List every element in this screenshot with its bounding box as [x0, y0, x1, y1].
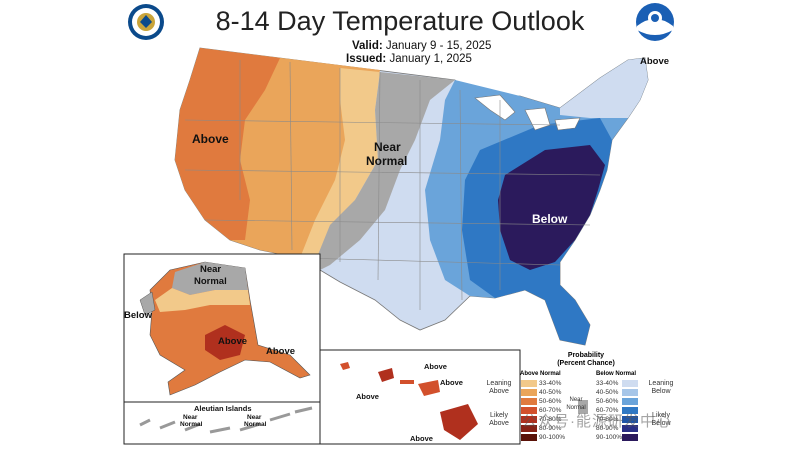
- legend-likely-below-2: Below: [651, 420, 671, 427]
- legend-below-range: 70-80%: [596, 416, 619, 423]
- ne-light-zone: [560, 58, 648, 118]
- label-alaska-above-se: Above: [266, 346, 296, 357]
- noaa-logo: [636, 3, 674, 41]
- legend-swatch-above: [521, 416, 537, 423]
- legend-above-range: 33-40%: [539, 380, 562, 387]
- label-alaska-near: Near: [200, 264, 222, 275]
- label-aleutian-normal-2: Normal: [244, 421, 267, 428]
- legend-leaning-below-2: Below: [651, 388, 671, 395]
- label-hawaii-above-3: Above: [356, 392, 379, 401]
- label-hawaii-above-2: Above: [440, 378, 463, 387]
- legend-below-head: Below Normal: [596, 371, 637, 377]
- red-orange-zone: [175, 48, 280, 240]
- doc-seal-logo: [128, 4, 164, 40]
- legend-above-range: 50-60%: [539, 398, 562, 405]
- label-above-northeast: Above: [640, 56, 670, 67]
- label-above-west: Above: [192, 132, 229, 146]
- watermark: 公众号·能源研发中心: [522, 413, 672, 430]
- legend-above-head: Above Normal: [520, 371, 561, 377]
- legend-leaning-below: Leaning Below: [644, 380, 678, 396]
- legend-likely-below: Likely Below: [644, 412, 678, 428]
- legend-swatch-above: [521, 425, 537, 432]
- legend-below-range: 60-70%: [596, 407, 619, 414]
- page-title: 8-14 Day Temperature Outlook: [215, 6, 585, 36]
- alaska-red-core: [205, 325, 245, 360]
- legend-leaning-above-1: Leaning: [486, 380, 512, 387]
- blue-80-zone: [498, 145, 605, 270]
- legend-below-range: 80-90%: [596, 425, 619, 432]
- label-aleutian-near-1: Near: [183, 414, 198, 421]
- legend-swatch-below: [622, 389, 638, 396]
- valid-label: Valid:: [352, 40, 383, 52]
- legend-likely-below-1: Likely: [652, 412, 670, 419]
- legend-swatch-above: [521, 398, 537, 405]
- aleutian-inset-frame: [123, 401, 321, 445]
- legend-leaning-below-1: Leaning: [648, 380, 674, 387]
- label-normal-plains: Normal: [366, 154, 408, 168]
- label-alaska-normal: Normal: [194, 276, 227, 287]
- legend-swatch-above: [521, 407, 537, 414]
- legend-swatch-below: [622, 407, 638, 414]
- legend-near-normal: Near Normal: [566, 396, 586, 412]
- hawaii-molokai: [400, 380, 414, 384]
- legend-above-range: 70-80%: [539, 416, 562, 423]
- legend-swatch-above: [521, 380, 537, 387]
- legend-leaning-above-2: Above: [489, 388, 509, 395]
- legend-below-range: 90-100%: [596, 434, 623, 441]
- hawaii-big-island: [440, 404, 478, 440]
- legend-swatch-below: [622, 416, 638, 423]
- legend-likely-above-1: Likely: [490, 412, 508, 419]
- label-hawaii-above-4: Above: [410, 434, 433, 443]
- alaska-near-normal: [172, 262, 248, 295]
- aleutian-chain: [139, 406, 313, 434]
- legend-near-1: Near: [569, 397, 583, 403]
- legend-below-range: 40-50%: [596, 389, 619, 396]
- hawaii-kauai: [340, 362, 350, 370]
- legend-title-line2: (Percent Chance): [557, 360, 615, 367]
- legend-below-range: 50-60%: [596, 398, 619, 405]
- legend-swatch-below: [622, 434, 638, 441]
- legend-likely-above-2: Above: [489, 420, 509, 427]
- label-alaska-above: Above: [218, 336, 248, 347]
- label-aleutian-normal-1: Normal: [180, 421, 203, 428]
- legend-below-range: 33-40%: [596, 380, 619, 387]
- label-aleutian-near-2: Near: [247, 414, 262, 421]
- legend-swatch-above: [521, 434, 537, 441]
- hawaii-maui: [418, 380, 440, 396]
- valid-value: January 9 - 15, 2025: [385, 40, 492, 52]
- legend-swatch-below: [622, 425, 638, 432]
- label-below-southeast: Below: [532, 212, 568, 226]
- legend-above-range: 80-90%: [539, 425, 562, 432]
- legend-above-swatches: [521, 380, 537, 441]
- legend-swatch-below: [622, 380, 638, 387]
- legend-swatch-below: [622, 398, 638, 405]
- legend-leaning-above: Leaning Above: [484, 380, 514, 396]
- issued-date: Issued: January 1, 2025: [346, 53, 472, 65]
- legend-near-2: Normal: [566, 405, 586, 411]
- hawaii-oahu: [378, 368, 394, 382]
- alaska-west-gray: [139, 291, 156, 316]
- valid-dates: Valid: January 9 - 15, 2025: [352, 40, 491, 52]
- legend-likely-above: Likely Above: [484, 412, 514, 428]
- legend-above-range: 40-50%: [539, 389, 562, 396]
- legend-above-range: 60-70%: [539, 407, 562, 414]
- legend-above-range: 90-100%: [539, 434, 566, 441]
- issued-value: January 1, 2025: [389, 53, 472, 65]
- legend-title: Probability (Percent Chance): [540, 352, 632, 368]
- alaska-light-orange: [155, 288, 250, 312]
- legend-title-line1: Probability: [567, 352, 605, 359]
- hawaii-inset-frame: [319, 349, 521, 445]
- label-hawaii-above-1: Above: [424, 362, 447, 371]
- legend-near-swatch: [578, 400, 588, 414]
- label-alaska-below: Below: [124, 310, 152, 321]
- issued-label: Issued:: [346, 53, 387, 65]
- label-near-plains: Near: [374, 140, 401, 154]
- label-aleutian-title: Aleutian Islands: [194, 404, 252, 413]
- legend-below-swatches: [622, 380, 638, 441]
- legend-swatch-above: [521, 389, 537, 396]
